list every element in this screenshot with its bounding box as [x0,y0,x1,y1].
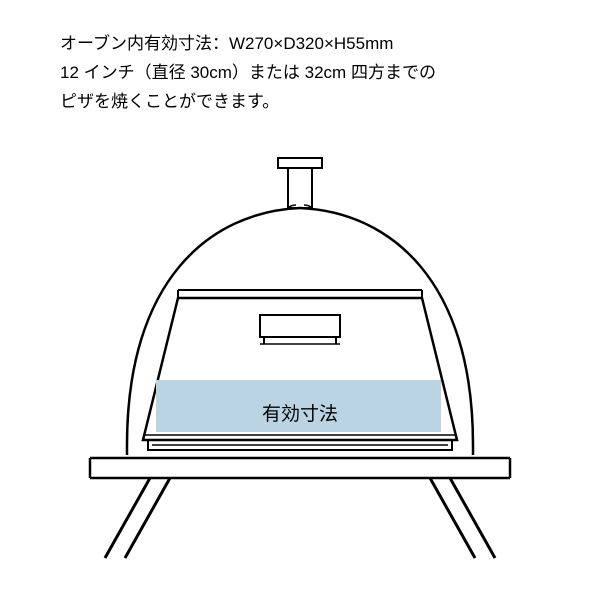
door-handle-frame [260,315,340,337]
oven-diagram: 有効寸法 [50,140,550,560]
chimney-pipe [288,168,312,208]
chimney-cap [278,158,322,168]
description-line3: ピザを焼くことができます。 [60,92,279,111]
description-line1: オーブン内有効寸法：W270×D320×H55mm [60,34,393,53]
leg-left-outer [105,478,150,558]
description-text: オーブン内有効寸法：W270×D320×H55mm 12 インチ（直径 30cm… [60,30,540,117]
description-line2: 12 インチ（直径 30cm）または 32cm 四方までの [60,63,436,82]
leg-left-inner [125,478,170,558]
oven-svg [50,140,550,560]
effective-dimension-label: 有効寸法 [262,399,338,426]
leg-right-outer [450,478,495,558]
leg-right-inner [430,478,475,558]
